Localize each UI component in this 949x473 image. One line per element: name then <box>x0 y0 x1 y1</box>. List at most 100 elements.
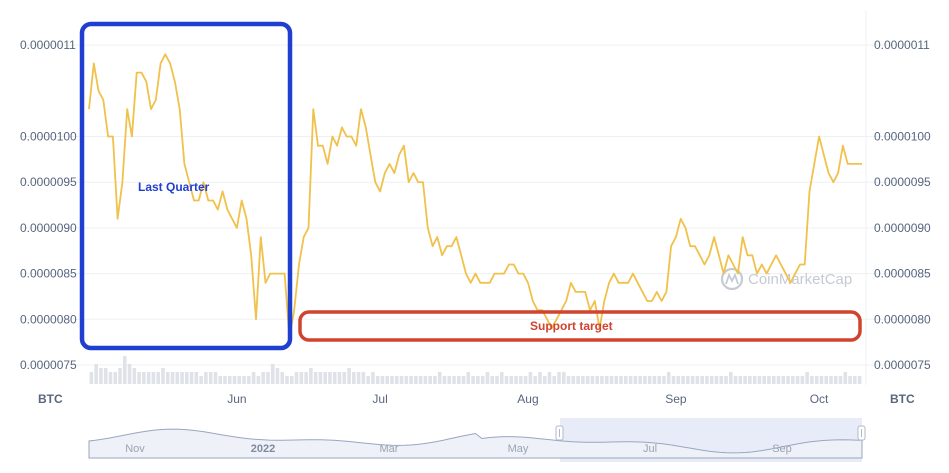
volume-bar <box>528 372 533 384</box>
volume-bar <box>819 376 824 384</box>
volume-bar <box>724 376 728 384</box>
volume-bar <box>757 376 762 384</box>
volume-bar <box>328 372 332 384</box>
volume-bar <box>213 372 218 384</box>
volume-bar <box>743 376 747 384</box>
volume-bar <box>700 376 704 384</box>
volume-bar <box>619 376 623 384</box>
volume-bar <box>108 372 113 384</box>
volume-bar <box>843 372 848 384</box>
volume-bar <box>595 376 599 384</box>
volume-bar <box>280 372 285 384</box>
volume-bar <box>738 376 743 384</box>
volume-bar <box>285 376 289 384</box>
navigator-label: May <box>508 443 529 455</box>
volume-bar <box>857 376 862 384</box>
volume-bar <box>509 376 514 384</box>
volume-bar <box>251 372 256 384</box>
navigator-label: Mar <box>380 443 399 455</box>
volume-bar <box>542 376 547 384</box>
y-unit-right: BTC <box>890 392 915 406</box>
volume-bar <box>480 376 485 384</box>
volume-bar <box>385 376 390 384</box>
price-series-line <box>88 53 862 339</box>
volume-bar <box>442 376 447 384</box>
volume-bar <box>705 376 709 384</box>
volume-bar <box>805 372 809 384</box>
volume-bar <box>519 376 523 384</box>
volume-bar <box>600 376 604 384</box>
support-target-annotation: Support target <box>298 310 862 342</box>
volume-bar <box>356 372 361 384</box>
volume-bar <box>824 376 828 384</box>
volume-bar <box>433 376 437 384</box>
volume-bar <box>514 376 518 384</box>
volume-bars <box>89 356 862 384</box>
volume-bar <box>848 376 852 384</box>
volume-bar <box>566 376 571 384</box>
last-quarter-box <box>79 21 293 351</box>
volume-bar <box>657 376 661 384</box>
volume-bar <box>103 368 108 384</box>
volume-bar <box>261 372 265 384</box>
navigator-label: Sep <box>772 443 792 455</box>
navigator-left-handle[interactable] <box>555 425 564 441</box>
volume-bar <box>833 376 838 384</box>
x-axis: Jun Jul Aug Sep Oct <box>227 392 829 406</box>
volume-bar <box>290 376 294 384</box>
volume-bar <box>767 376 771 384</box>
volume-bar <box>189 372 194 384</box>
volume-bar <box>223 376 227 384</box>
volume-bar <box>237 376 242 384</box>
volume-bar <box>853 376 857 384</box>
volume-bar <box>457 376 461 384</box>
volume-bar <box>165 372 170 384</box>
volume-bar <box>662 376 666 384</box>
volume-bar <box>170 372 175 384</box>
volume-bar <box>762 376 766 384</box>
navigator-right-handle[interactable] <box>857 425 866 441</box>
volume-bar <box>185 372 189 384</box>
volume-bar <box>447 376 452 384</box>
x-tick-label: Sep <box>665 392 687 406</box>
volume-bar <box>800 376 805 384</box>
volume-bar <box>719 376 724 384</box>
range-navigator[interactable]: Nov 2022 Mar May Jul Sep <box>88 418 866 462</box>
volume-bar <box>347 368 351 384</box>
last-quarter-label: Last Quarter <box>138 180 210 194</box>
volume-bar <box>476 376 480 384</box>
volume-bar <box>118 368 122 384</box>
y-tick-label-right: 0.0000090 <box>874 221 931 235</box>
volume-bar <box>218 376 223 384</box>
volume-bar <box>638 376 642 384</box>
volume-bar <box>671 376 676 384</box>
navigator-series-line <box>88 428 863 459</box>
volume-bar <box>180 372 184 384</box>
volume-bar <box>204 372 208 384</box>
volume-bar <box>485 372 490 384</box>
volume-bar <box>394 376 399 384</box>
volume-bar <box>748 376 752 384</box>
volume-bar <box>714 376 719 384</box>
last-quarter-annotation: Last Quarter <box>79 21 293 351</box>
coinmarketcap-logo-icon <box>720 267 744 291</box>
volume-bar <box>409 376 413 384</box>
volume-bar <box>633 376 638 384</box>
volume-bar <box>208 372 213 384</box>
y-axis-left: 0.0000075 0.0000080 0.0000085 0.0000090 0.00… <box>20 38 77 372</box>
volume-bar <box>342 372 347 384</box>
volume-bar <box>652 376 657 384</box>
gridlines <box>20 10 929 385</box>
volume-bar <box>375 376 380 384</box>
volume-bar <box>123 356 127 384</box>
volume-bar <box>266 372 270 384</box>
volume-bar <box>547 372 552 384</box>
volume-bar <box>538 372 542 384</box>
volume-bar <box>561 372 566 384</box>
volume-bar <box>232 376 237 384</box>
support-target-box <box>298 310 862 342</box>
volume-bar <box>275 368 280 384</box>
volume-bar <box>294 372 299 384</box>
volume-bar <box>791 376 795 384</box>
